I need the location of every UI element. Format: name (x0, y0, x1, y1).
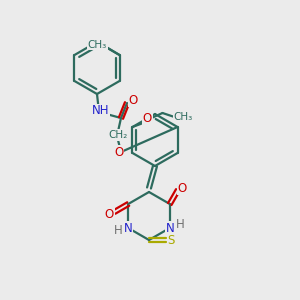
Text: O: O (114, 146, 124, 158)
Text: O: O (143, 112, 152, 124)
Text: O: O (128, 94, 138, 106)
Text: O: O (177, 182, 186, 195)
Text: CH₃: CH₃ (174, 112, 193, 122)
Text: O: O (105, 208, 114, 220)
Text: NH: NH (92, 104, 110, 118)
Text: CH₃: CH₃ (88, 40, 107, 50)
Text: CH₂: CH₂ (108, 130, 128, 140)
Text: S: S (167, 233, 175, 247)
Text: H: H (176, 218, 184, 232)
Text: N: N (124, 221, 133, 235)
Text: N: N (165, 221, 174, 235)
Text: H: H (114, 224, 123, 238)
